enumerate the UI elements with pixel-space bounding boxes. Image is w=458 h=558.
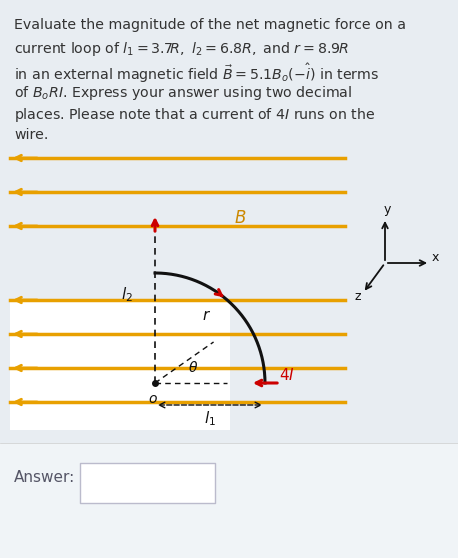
Text: x: x bbox=[431, 251, 439, 264]
Text: $B$: $B$ bbox=[234, 209, 246, 227]
Bar bbox=[80, 463, 215, 503]
Bar bbox=[10, 300, 230, 430]
Bar bbox=[0, 443, 458, 558]
Text: of $B_oRI$. Express your answer using two decimal: of $B_oRI$. Express your answer using tw… bbox=[14, 84, 352, 102]
Text: places. Please note that a current of $4I$ runs on the: places. Please note that a current of $4… bbox=[14, 106, 375, 124]
Text: z: z bbox=[355, 290, 361, 303]
Text: $4I$: $4I$ bbox=[279, 367, 295, 383]
Text: $\theta$: $\theta$ bbox=[188, 360, 198, 376]
Text: $r$: $r$ bbox=[202, 307, 212, 323]
Text: $l_1$: $l_1$ bbox=[204, 410, 216, 429]
Text: Evaluate the magnitude of the net magnetic force on a: Evaluate the magnitude of the net magnet… bbox=[14, 18, 406, 32]
Text: Answer:: Answer: bbox=[14, 470, 75, 485]
Text: y: y bbox=[383, 203, 391, 216]
Text: in an external magnetic field $\vec{B} = 5.1B_o(-\hat{i})$ in terms: in an external magnetic field $\vec{B} =… bbox=[14, 62, 379, 85]
Text: $o$: $o$ bbox=[148, 392, 158, 406]
Text: $l_2$: $l_2$ bbox=[121, 285, 133, 304]
Text: current loop of $l_1 = 3.7R,\ l_2 = 6.8R,$ and $r = 8.9R$: current loop of $l_1 = 3.7R,\ l_2 = 6.8R… bbox=[14, 40, 349, 58]
Text: wire.: wire. bbox=[14, 128, 49, 142]
